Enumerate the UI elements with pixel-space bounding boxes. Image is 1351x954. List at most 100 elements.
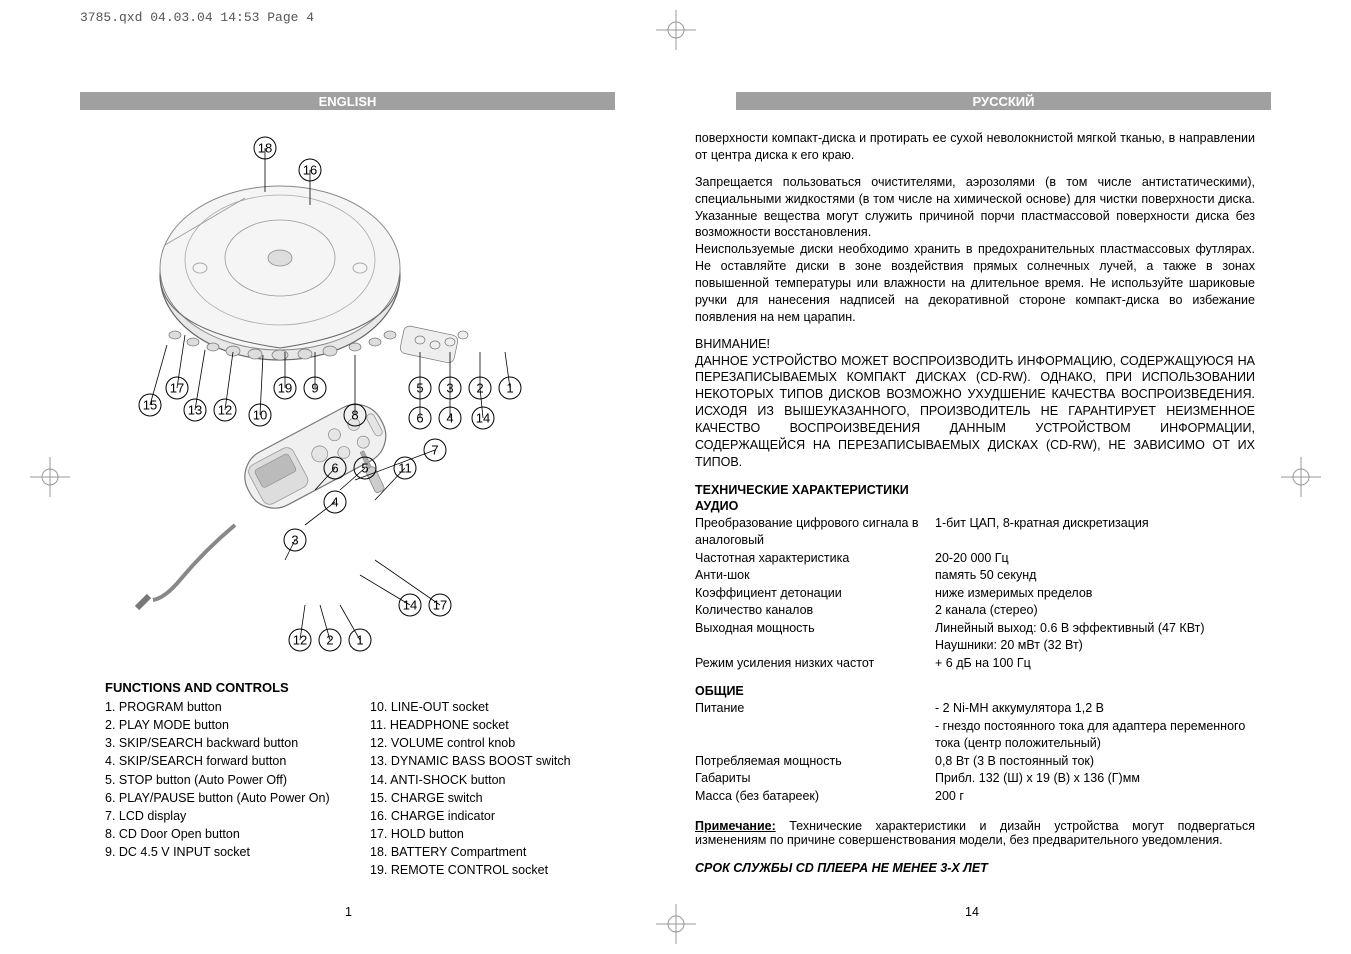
spec-value: ниже измеримых пределов bbox=[935, 585, 1255, 603]
svg-text:2: 2 bbox=[326, 633, 333, 648]
svg-text:12: 12 bbox=[218, 403, 232, 418]
svg-text:4: 4 bbox=[331, 495, 338, 510]
spec-value: 2 канала (стерео) bbox=[935, 602, 1255, 620]
spec-row: Выходная мощностьЛинейный выход: 0.6 В э… bbox=[695, 620, 1255, 638]
function-item: 15. CHARGE switch bbox=[370, 789, 615, 807]
spec-value: - 2 Ni-MH аккумулятора 1,2 В bbox=[935, 700, 1255, 718]
ru-para-1: поверхности компакт-диска и протирать ее… bbox=[695, 130, 1255, 164]
note-body: Технические характеристики и дизайн устр… bbox=[695, 819, 1255, 847]
svg-text:18: 18 bbox=[258, 141, 272, 156]
spec-value: 0,8 Вт (3 В постоянный ток) bbox=[935, 753, 1255, 771]
spec-label: Количество каналов bbox=[695, 602, 935, 620]
spec-row: Анти-шокпамять 50 секунд bbox=[695, 567, 1255, 585]
svg-text:14: 14 bbox=[476, 411, 490, 426]
page-number-left: 1 bbox=[345, 905, 352, 919]
svg-text:1: 1 bbox=[356, 633, 363, 648]
function-item: 9. DC 4.5 V INPUT socket bbox=[105, 843, 350, 861]
spec-label: Питание bbox=[695, 700, 935, 718]
function-item: 16. CHARGE indicator bbox=[370, 807, 615, 825]
spec-title: ТЕХНИЧЕСКИЕ ХАРАКТЕРИСТИКИ bbox=[695, 483, 1255, 497]
ru-para-3: Неиспользуемые диски необходимо хранить … bbox=[695, 241, 1255, 325]
svg-text:7: 7 bbox=[431, 443, 438, 458]
note: Примечание: Технические характеристики и… bbox=[695, 819, 1255, 847]
function-item: 5. STOP button (Auto Power Off) bbox=[105, 771, 350, 789]
svg-text:8: 8 bbox=[351, 408, 358, 423]
spec-value: Линейный выход: 0.6 В эффективный (47 КВ… bbox=[935, 620, 1255, 638]
page-number-right: 14 bbox=[965, 905, 979, 919]
spec-label: Коэффициент детонации bbox=[695, 585, 935, 603]
spec-value: 1-бит ЦАП, 8-кратная дискретизация bbox=[935, 515, 1255, 550]
spec-label: Преобразование цифрового сигнала в анало… bbox=[695, 515, 935, 550]
spec-row: Коэффициент детонацииниже измеримых пред… bbox=[695, 585, 1255, 603]
function-item: 14. ANTI-SHOCK button bbox=[370, 771, 615, 789]
spec-row: Преобразование цифрового сигнала в анало… bbox=[695, 515, 1255, 550]
svg-text:6: 6 bbox=[416, 411, 423, 426]
general-specs: Питание- 2 Ni-MH аккумулятора 1,2 В- гне… bbox=[695, 700, 1255, 805]
svg-text:15: 15 bbox=[143, 398, 157, 413]
functions-col-1: 1. PROGRAM button2. PLAY MODE button3. S… bbox=[105, 698, 350, 879]
right-column: поверхности компакт-диска и протирать ее… bbox=[695, 130, 1255, 875]
reg-mark-bottom bbox=[656, 904, 696, 944]
function-item: 13. DYNAMIC BASS BOOST switch bbox=[370, 752, 615, 770]
spec-row: Режим усиления низких частот+ 6 дБ на 10… bbox=[695, 655, 1255, 673]
svg-text:17: 17 bbox=[433, 598, 447, 613]
lang-bar-russian: РУССКИЙ bbox=[736, 92, 1271, 110]
functions-col-2: 10. LINE-OUT socket11. HEADPHONE socket1… bbox=[370, 698, 615, 879]
function-item: 12. VOLUME control knob bbox=[370, 734, 615, 752]
svg-text:14: 14 bbox=[403, 598, 417, 613]
svg-text:10: 10 bbox=[253, 408, 267, 423]
spec-label: Выходная мощность bbox=[695, 620, 935, 638]
audio-title: АУДИО bbox=[695, 499, 1255, 513]
spec-value: - гнездо постоянного тока для адаптера п… bbox=[935, 718, 1255, 753]
lang-bar-english: ENGLISH bbox=[80, 92, 615, 110]
spec-label: Масса (без батареек) bbox=[695, 788, 935, 806]
lifetime: СРОК СЛУЖБЫ CD ПЛЕЕРА НЕ МЕНЕЕ 3-Х ЛЕТ bbox=[695, 861, 1255, 875]
ru-warning-title: ВНИМАНИЕ! bbox=[695, 336, 1255, 353]
left-column: 1816151713121019985634214176511431417122… bbox=[105, 130, 615, 879]
spec-label bbox=[695, 718, 935, 753]
ru-para-2: Запрещается пользоваться очистителями, а… bbox=[695, 174, 1255, 242]
spec-value: память 50 секунд bbox=[935, 567, 1255, 585]
function-item: 1. PROGRAM button bbox=[105, 698, 350, 716]
spec-value: + 6 дБ на 100 Гц bbox=[935, 655, 1255, 673]
svg-text:3: 3 bbox=[291, 533, 298, 548]
function-item: 11. HEADPHONE socket bbox=[370, 716, 615, 734]
svg-text:11: 11 bbox=[398, 461, 412, 476]
function-item: 7. LCD display bbox=[105, 807, 350, 825]
file-header: 3785.qxd 04.03.04 14:53 Page 4 bbox=[80, 10, 314, 25]
svg-text:6: 6 bbox=[331, 461, 338, 476]
svg-text:17: 17 bbox=[170, 381, 184, 396]
function-item: 19. REMOTE CONTROL socket bbox=[370, 861, 615, 879]
svg-text:5: 5 bbox=[361, 461, 368, 476]
spec-label: Габариты bbox=[695, 770, 935, 788]
spec-label bbox=[695, 637, 935, 655]
spec-row: Питание- 2 Ni-MH аккумулятора 1,2 В bbox=[695, 700, 1255, 718]
spec-row: ГабаритыПрибл. 132 (Ш) x 19 (В) x 136 (Г… bbox=[695, 770, 1255, 788]
audio-specs: Преобразование цифрового сигнала в анало… bbox=[695, 515, 1255, 673]
spec-value: 200 г bbox=[935, 788, 1255, 806]
spec-row: Наушники: 20 мВт (32 Вт) bbox=[695, 637, 1255, 655]
general-title: ОБЩИЕ bbox=[695, 684, 1255, 698]
spec-row: Частотная характеристика20-20 000 Гц bbox=[695, 550, 1255, 568]
function-item: 3. SKIP/SEARCH backward button bbox=[105, 734, 350, 752]
function-item: 8. CD Door Open button bbox=[105, 825, 350, 843]
function-item: 2. PLAY MODE button bbox=[105, 716, 350, 734]
reg-mark-right bbox=[1281, 457, 1321, 497]
function-item: 6. PLAY/PAUSE button (Auto Power On) bbox=[105, 789, 350, 807]
function-item: 10. LINE-OUT socket bbox=[370, 698, 615, 716]
function-item: 18. BATTERY Compartment bbox=[370, 843, 615, 861]
function-item: 4. SKIP/SEARCH forward button bbox=[105, 752, 350, 770]
functions-list: 1. PROGRAM button2. PLAY MODE button3. S… bbox=[105, 698, 615, 879]
spec-value: Прибл. 132 (Ш) x 19 (В) x 136 (Г)мм bbox=[935, 770, 1255, 788]
spec-row: Потребляемая мощность0,8 Вт (3 В постоян… bbox=[695, 753, 1255, 771]
spec-row: Масса (без батареек)200 г bbox=[695, 788, 1255, 806]
note-label: Примечание: bbox=[695, 819, 776, 833]
functions-title: FUNCTIONS AND CONTROLS bbox=[105, 680, 615, 695]
reg-mark-left bbox=[30, 457, 70, 497]
svg-text:16: 16 bbox=[303, 163, 317, 178]
spec-label: Анти-шок bbox=[695, 567, 935, 585]
spec-label: Частотная характеристика bbox=[695, 550, 935, 568]
svg-text:4: 4 bbox=[446, 411, 453, 426]
reg-mark-top bbox=[656, 10, 696, 50]
svg-text:19: 19 bbox=[278, 381, 292, 396]
